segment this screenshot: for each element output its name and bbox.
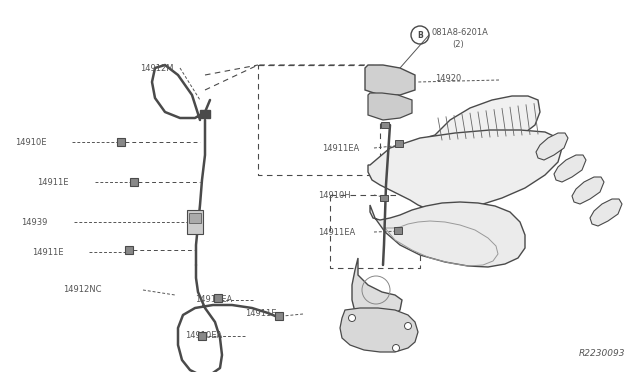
Text: 14912NC: 14912NC [63,285,102,295]
Circle shape [404,323,412,330]
Text: 14910EA: 14910EA [185,331,222,340]
Circle shape [392,344,399,352]
Polygon shape [572,177,604,204]
Text: 081A8-6201A: 081A8-6201A [432,28,489,36]
Text: R2230093: R2230093 [579,349,625,358]
Polygon shape [340,308,418,352]
Text: 14911EA: 14911EA [318,228,355,237]
Polygon shape [368,130,562,210]
Polygon shape [428,96,540,146]
Bar [130,178,138,186]
Bar [275,312,283,320]
Text: 14912M: 14912M [140,64,173,73]
Polygon shape [368,93,412,120]
Text: (2): (2) [452,39,464,48]
Text: 14920: 14920 [435,74,461,83]
Bar [380,195,388,201]
Text: 14911E: 14911E [245,310,276,318]
Text: 14910H: 14910H [318,190,351,199]
Bar [198,332,206,340]
Bar [187,210,203,234]
Bar [381,122,389,128]
Text: 14911EA: 14911EA [322,144,359,153]
Text: 14910E: 14910E [15,138,47,147]
Bar [394,227,402,234]
Text: 14911E: 14911E [32,247,63,257]
Polygon shape [365,65,415,95]
Bar [200,110,210,118]
Bar [189,213,201,223]
Text: 14910EA: 14910EA [195,295,232,305]
Polygon shape [352,258,402,322]
Polygon shape [370,202,525,267]
Text: 14911E: 14911E [37,177,68,186]
Text: 14939: 14939 [21,218,47,227]
Polygon shape [554,155,586,182]
Bar [395,140,403,147]
Bar [117,138,125,146]
Text: B: B [417,31,423,39]
Bar [125,246,133,254]
Polygon shape [590,199,622,226]
Polygon shape [536,133,568,160]
Bar [214,294,222,302]
Circle shape [349,314,355,321]
